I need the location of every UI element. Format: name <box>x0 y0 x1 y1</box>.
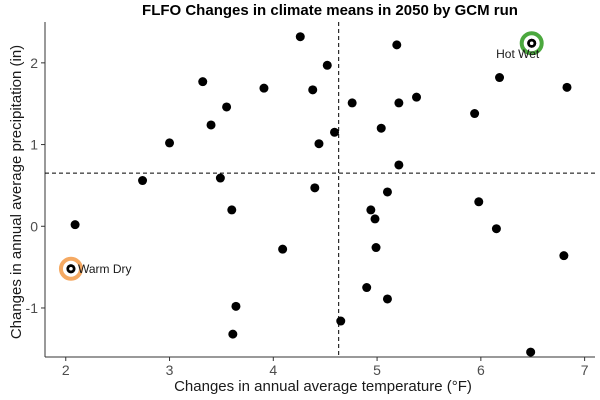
data-point <box>412 92 422 102</box>
x-axis-label: Changes in annual average temperature (°… <box>174 378 472 395</box>
data-point <box>366 205 376 215</box>
data-point <box>206 120 216 130</box>
data-point <box>392 40 402 50</box>
x-tick-label: 3 <box>166 362 174 378</box>
data-point <box>382 187 392 197</box>
data-point <box>70 220 80 230</box>
reference-lines <box>45 22 595 357</box>
data-point <box>526 347 536 357</box>
data-point <box>491 224 501 234</box>
data-point <box>370 214 380 224</box>
x-tick-label: 2 <box>62 362 70 378</box>
data-point <box>347 98 357 108</box>
data-point <box>165 138 175 148</box>
data-point <box>562 82 572 92</box>
data-point <box>376 123 386 133</box>
data-point <box>222 102 232 112</box>
data-point <box>330 127 340 137</box>
data-point <box>295 32 305 42</box>
y-tick-label: -1 <box>26 300 39 316</box>
highlight-point-center-hot-wet <box>529 41 534 46</box>
data-point <box>336 316 346 326</box>
chart-title: FLFO Changes in climate means in 2050 by… <box>142 2 518 19</box>
y-tick-label: 0 <box>30 218 38 234</box>
data-point <box>470 109 480 119</box>
data-point <box>371 243 381 253</box>
highlighted-points: Warm Dry Hot Wet <box>58 31 544 281</box>
data-point <box>227 205 237 215</box>
data-point <box>314 139 324 149</box>
data-point <box>394 98 404 108</box>
x-tick-label: 4 <box>269 362 277 378</box>
data-point <box>322 60 332 70</box>
data-point <box>382 294 392 304</box>
data-point <box>231 301 241 311</box>
data-point <box>215 173 225 183</box>
y-axis-label: Changes in annual average precipitation … <box>8 45 25 339</box>
data-point <box>308 85 318 95</box>
highlight-ring-warm-dry <box>58 256 83 281</box>
data-point <box>394 160 404 170</box>
highlight-point-center-warm-dry <box>69 266 73 271</box>
data-point <box>228 329 238 339</box>
annotation-hot-wet: Hot Wet <box>496 47 540 61</box>
data-point <box>559 251 569 261</box>
x-tick-label: 5 <box>373 362 381 378</box>
highlight-ring-hot-wet <box>519 31 544 56</box>
data-point <box>310 183 320 193</box>
y-tick-label: 1 <box>30 137 38 153</box>
data-point <box>362 283 372 293</box>
x-tick-label: 6 <box>477 362 485 378</box>
y-tick-label: 2 <box>30 55 38 71</box>
axes: 2 3 4 5 6 7 -1 0 1 2 <box>26 22 595 378</box>
data-point <box>495 73 505 83</box>
x-tick-label: 7 <box>581 362 589 378</box>
data-point <box>138 176 148 186</box>
data-point <box>278 244 288 254</box>
data-point <box>259 83 269 93</box>
data-point <box>198 77 208 87</box>
data-point <box>474 197 484 207</box>
data-points <box>66 32 572 357</box>
annotation-warm-dry: Warm Dry <box>78 262 132 276</box>
